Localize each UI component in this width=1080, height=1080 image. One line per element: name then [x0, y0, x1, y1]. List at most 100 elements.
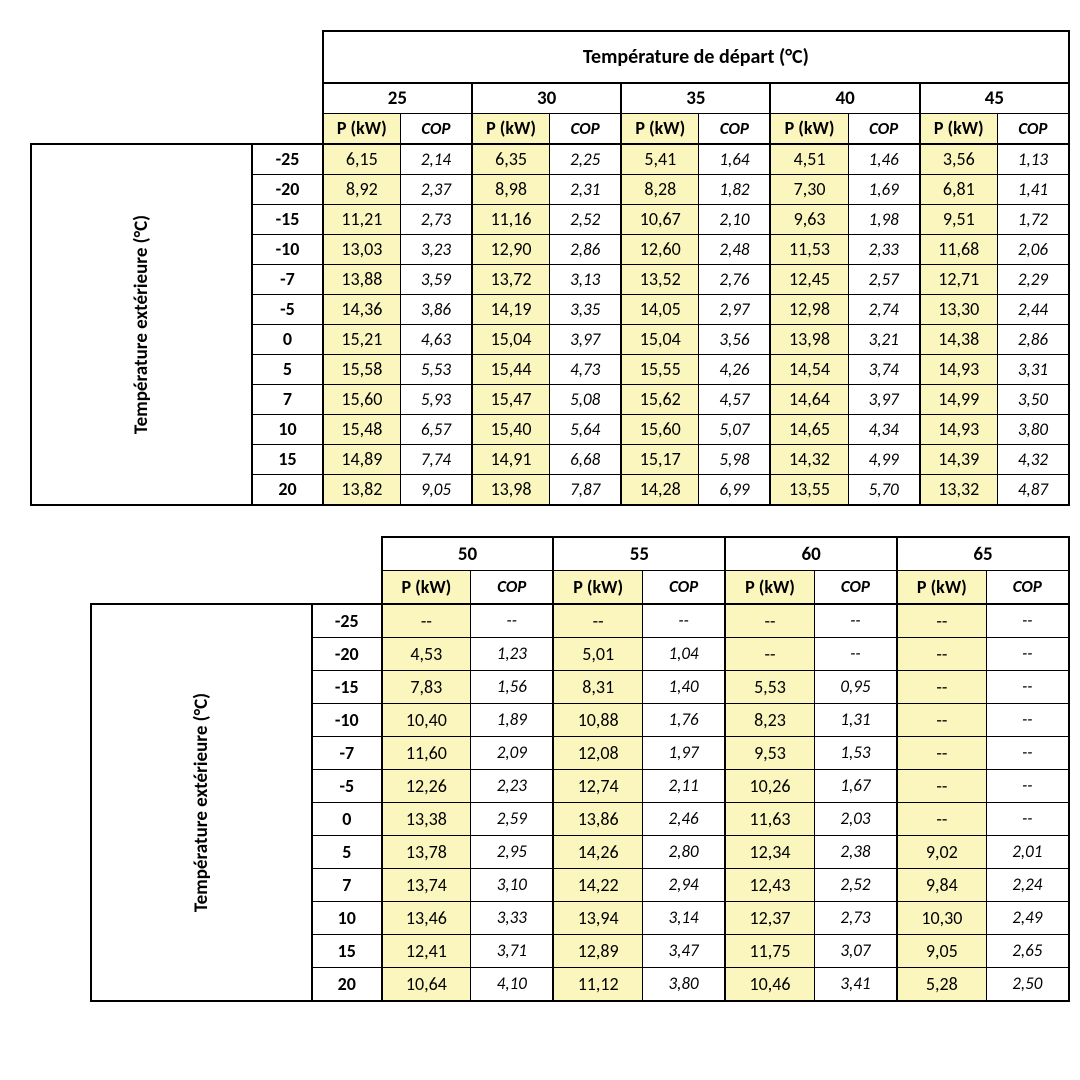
exterior-temp-label: -10	[312, 704, 382, 737]
cop-value: --	[986, 704, 1069, 737]
cop-value: 4,87	[997, 475, 1069, 506]
p-value: 15,55	[621, 355, 699, 385]
spacer	[30, 902, 91, 935]
p-value: 15,40	[472, 415, 550, 445]
cop-value: 2,31	[550, 175, 622, 205]
cop-value: 2,52	[550, 205, 622, 235]
cop-value: 1,98	[848, 205, 920, 235]
performance-table-25-45: Température de départ (°C)2530354045P (k…	[30, 30, 1070, 506]
spacer	[30, 604, 91, 638]
exterior-temp-label: 5	[312, 836, 382, 869]
spacer	[30, 968, 91, 1002]
exterior-temp-label: 15	[312, 935, 382, 968]
p-value: 13,32	[920, 475, 998, 506]
p-value: 12,90	[472, 235, 550, 265]
cop-value: 2,50	[986, 968, 1069, 1002]
p-value: 10,30	[897, 902, 986, 935]
p-value: 12,43	[725, 869, 814, 902]
cop-value: 3,14	[642, 902, 725, 935]
p-value: 12,34	[725, 836, 814, 869]
cop-value: --	[814, 638, 897, 671]
p-header: P (kW)	[770, 114, 848, 145]
cop-value: 3,59	[400, 265, 472, 295]
p-value: 14,54	[770, 355, 848, 385]
cop-header: COP	[400, 114, 472, 145]
exterior-temp-side-label: Température extérieure (°C)	[91, 604, 312, 1001]
p-value: 15,47	[472, 385, 550, 415]
p-value: 14,26	[553, 836, 642, 869]
p-value: 13,38	[382, 803, 471, 836]
p-header: P (kW)	[621, 114, 699, 145]
cop-header: COP	[699, 114, 771, 145]
cop-value: 1,46	[848, 144, 920, 175]
spacer	[31, 83, 252, 114]
departure-temp-header: 50	[382, 537, 554, 571]
exterior-temp-label: -25	[312, 604, 382, 638]
cop-value: 4,57	[699, 385, 771, 415]
cop-header: COP	[997, 114, 1069, 145]
p-value: 15,04	[621, 325, 699, 355]
p-value: --	[725, 638, 814, 671]
exterior-temp-label: -7	[312, 737, 382, 770]
p-value: 13,78	[382, 836, 471, 869]
spacer	[30, 671, 91, 704]
p-value: 8,92	[323, 175, 401, 205]
cop-header: COP	[550, 114, 622, 145]
spacer	[30, 571, 91, 605]
p-header: P (kW)	[897, 571, 986, 605]
cop-value: 2,73	[400, 205, 472, 235]
cop-value: 2,23	[471, 770, 554, 803]
p-value: 6,81	[920, 175, 998, 205]
cop-value: 4,26	[699, 355, 771, 385]
spacer	[30, 638, 91, 671]
exterior-temp-label: -7	[252, 265, 323, 295]
cop-value: 1,97	[642, 737, 725, 770]
p-value: 9,02	[897, 836, 986, 869]
p-value: 15,62	[621, 385, 699, 415]
cop-value: 7,74	[400, 445, 472, 475]
exterior-temp-label: -20	[252, 175, 323, 205]
cop-value: 1,40	[642, 671, 725, 704]
cop-value: 3,35	[550, 295, 622, 325]
exterior-temp-label: 5	[252, 355, 323, 385]
p-value: 15,21	[323, 325, 401, 355]
p-value: 15,04	[472, 325, 550, 355]
p-value: --	[897, 604, 986, 638]
exterior-temp-label: -15	[252, 205, 323, 235]
cop-value: 2,01	[986, 836, 1069, 869]
departure-temp-header: 45	[920, 83, 1069, 114]
cop-value: 3,41	[814, 968, 897, 1002]
p-value: 15,58	[323, 355, 401, 385]
p-value: 4,53	[382, 638, 471, 671]
cop-value: 9,05	[400, 475, 472, 506]
cop-value: 2,94	[642, 869, 725, 902]
spacer	[30, 737, 91, 770]
p-value: 13,74	[382, 869, 471, 902]
spacer	[31, 31, 252, 83]
cop-value: 1,31	[814, 704, 897, 737]
cop-header: COP	[814, 571, 897, 605]
cop-value: 3,97	[550, 325, 622, 355]
cop-value: --	[986, 638, 1069, 671]
p-value: 11,68	[920, 235, 998, 265]
cop-value: 2,33	[848, 235, 920, 265]
spacer	[30, 770, 91, 803]
departure-temp-header: 35	[621, 83, 770, 114]
cop-value: 2,48	[699, 235, 771, 265]
exterior-temp-label: -15	[312, 671, 382, 704]
spacer	[30, 935, 91, 968]
spacer	[30, 869, 91, 902]
p-value: 9,05	[897, 935, 986, 968]
p-value: 5,41	[621, 144, 699, 175]
p-header: P (kW)	[382, 571, 471, 605]
exterior-temp-label: 10	[252, 415, 323, 445]
p-header: P (kW)	[553, 571, 642, 605]
p-value: 13,94	[553, 902, 642, 935]
departure-temp-header: 40	[770, 83, 919, 114]
cop-value: 2,38	[814, 836, 897, 869]
cop-value: 2,44	[997, 295, 1069, 325]
p-value: 5,53	[725, 671, 814, 704]
p-value: 11,16	[472, 205, 550, 235]
p-value: 14,38	[920, 325, 998, 355]
spacer	[30, 836, 91, 869]
